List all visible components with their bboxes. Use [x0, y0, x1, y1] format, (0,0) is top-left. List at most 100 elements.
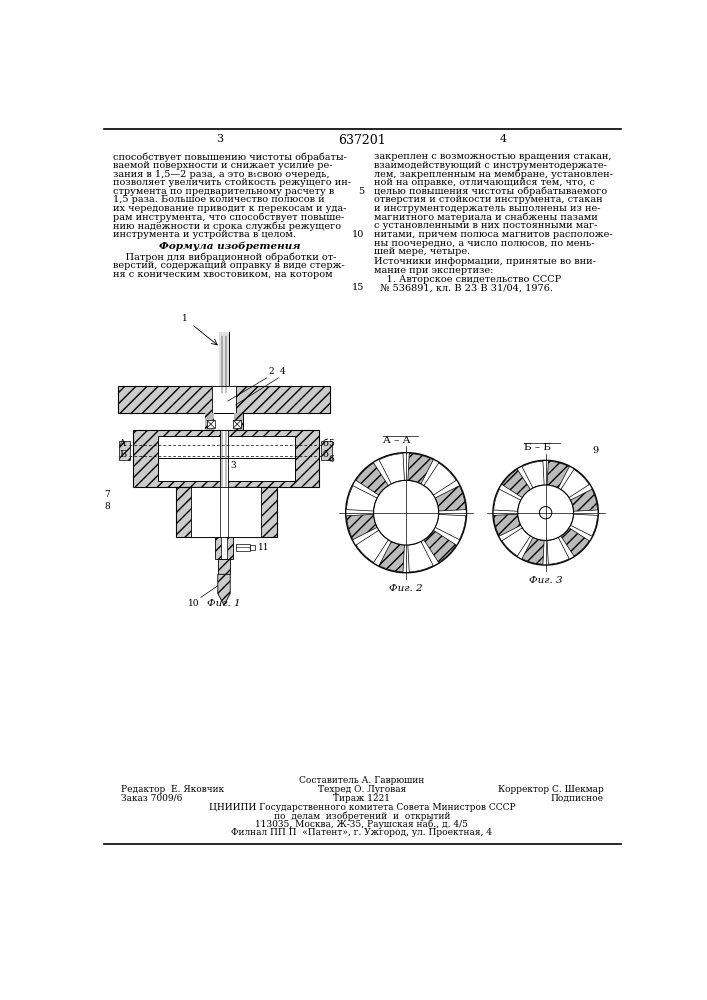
Text: Фиг. 3: Фиг. 3 [529, 576, 563, 585]
Text: Заказ 7009/6: Заказ 7009/6 [121, 794, 182, 803]
Text: 2: 2 [268, 367, 274, 376]
Circle shape [518, 485, 573, 540]
Text: ЦНИИПИ Государственного комитета Совета Министров СССР: ЦНИИПИ Государственного комитета Совета … [209, 803, 515, 812]
Text: б: б [322, 439, 328, 448]
Text: 11: 11 [258, 543, 269, 552]
Bar [221, 537, 227, 559]
Text: 1: 1 [182, 314, 187, 323]
Wedge shape [379, 453, 404, 484]
Text: 7: 7 [105, 490, 110, 499]
Text: А – А: А – А [383, 436, 410, 445]
Polygon shape [218, 574, 230, 605]
Wedge shape [571, 489, 597, 511]
Wedge shape [424, 530, 456, 562]
Wedge shape [346, 514, 377, 540]
Wedge shape [547, 537, 569, 564]
Bar [118, 386, 330, 413]
Text: шей мере, четыре.: шей мере, четыре. [373, 247, 470, 256]
Bar [134, 430, 320, 487]
Text: целью повышения чистоты обрабатываемого: целью повышения чистоты обрабатываемого [373, 187, 607, 196]
Text: верстий, содержащий оправку в виде стерж-: верстий, содержащий оправку в виде стерж… [113, 261, 345, 270]
Text: и инструментодержатель выполнены из не-: и инструментодержатель выполнены из не- [373, 204, 600, 213]
Text: 1. Авторское свидетельство СССР: 1. Авторское свидетельство СССР [373, 275, 561, 284]
Wedge shape [493, 514, 521, 536]
Text: 637201: 637201 [338, 134, 386, 147]
Bar [250, 545, 255, 550]
Circle shape [493, 460, 598, 565]
Bar [204, 413, 243, 430]
Text: нитами, причем полюса магнитов расположе-: нитами, причем полюса магнитов расположе… [373, 230, 612, 239]
Text: А: А [119, 439, 127, 448]
Wedge shape [408, 542, 433, 572]
Text: 4: 4 [499, 134, 506, 144]
Text: 8: 8 [105, 502, 110, 511]
Text: 6: 6 [329, 455, 334, 464]
Text: рам инструмента, что способствует повыше-: рам инструмента, что способствует повыше… [113, 213, 344, 222]
Bar [218, 332, 230, 397]
Wedge shape [379, 542, 404, 572]
Bar [218, 559, 230, 574]
Text: 5: 5 [329, 439, 334, 448]
Text: Б – Б: Б – Б [524, 443, 551, 452]
Text: б: б [322, 450, 328, 459]
Wedge shape [522, 537, 544, 564]
Circle shape [373, 480, 438, 545]
Bar [212, 386, 235, 413]
Wedge shape [502, 528, 530, 556]
Text: лем, закрепленным на мембране, установлен-: лем, закрепленным на мембране, установле… [373, 170, 612, 179]
Wedge shape [435, 514, 466, 540]
Wedge shape [547, 461, 569, 488]
Text: 3: 3 [216, 134, 223, 144]
Bar [321, 441, 332, 460]
Bar [119, 441, 130, 460]
Wedge shape [502, 469, 530, 498]
Text: 10: 10 [352, 230, 364, 239]
Text: ны поочередно, а число полюсов, по мень-: ны поочередно, а число полюсов, по мень- [373, 239, 594, 248]
Text: их чередование приводит к перекосам и уда-: их чередование приводит к перекосам и уд… [113, 204, 346, 213]
Text: ной на оправке, отличающийся тем, что, с: ной на оправке, отличающийся тем, что, с [373, 178, 595, 187]
Text: Редактор  Е. Яковчик: Редактор Е. Яковчик [121, 785, 224, 794]
Bar [236, 544, 250, 551]
Bar [212, 386, 235, 413]
Text: Составитель А. Гаврюшин: Составитель А. Гаврюшин [299, 776, 425, 785]
Bar [215, 537, 233, 559]
Wedge shape [346, 486, 377, 511]
Text: Подписное: Подписное [551, 794, 604, 803]
Wedge shape [522, 461, 544, 488]
Bar [220, 430, 228, 487]
Text: инструмента и устройства в целом.: инструмента и устройства в целом. [113, 230, 296, 239]
Wedge shape [356, 530, 388, 562]
Text: 15: 15 [352, 283, 364, 292]
Bar [192, 487, 261, 537]
Circle shape [346, 453, 467, 573]
Text: 9: 9 [592, 446, 598, 455]
Wedge shape [435, 486, 466, 511]
Text: магнитного материала и снабжены пазами: магнитного материала и снабжены пазами [373, 213, 597, 222]
Text: Филнал ПП П  «Патент», г. Ужгород, ул. Проектная, 4: Филнал ПП П «Патент», г. Ужгород, ул. Пр… [231, 828, 493, 837]
Bar [204, 413, 214, 430]
Text: ваемой поверхности и снижает усилие ре-: ваемой поверхности и снижает усилие ре- [113, 161, 333, 170]
Text: позволяет увеличить стойкость режущего ин-: позволяет увеличить стойкость режущего и… [113, 178, 351, 187]
Text: взаимодействующий с инструментодержате-: взаимодействующий с инструментодержате- [373, 161, 607, 170]
Text: 113035, Москва, Ж-35, Раушская наб., д. 4/5: 113035, Москва, Ж-35, Раушская наб., д. … [255, 820, 469, 829]
Text: № 536891, кл. В 23 В 31/04, 1976.: № 536891, кл. В 23 В 31/04, 1976. [373, 283, 553, 292]
Circle shape [539, 507, 552, 519]
Text: 5: 5 [358, 187, 364, 196]
Text: 1,5 раза. Большое количество полюсов и: 1,5 раза. Большое количество полюсов и [113, 195, 325, 204]
Text: нию надёжности и срока службы режущего: нию надёжности и срока службы режущего [113, 221, 341, 231]
Bar [176, 487, 276, 537]
Text: зания в 1,5—2 раза, а это в₁свою очередь,: зания в 1,5—2 раза, а это в₁свою очередь… [113, 170, 329, 179]
Text: 3: 3 [230, 461, 236, 470]
Bar [220, 487, 228, 537]
Text: мание при экспертизе:: мание при экспертизе: [373, 266, 493, 275]
Text: Техред О. Луговая: Техред О. Луговая [318, 785, 406, 794]
Wedge shape [356, 463, 388, 495]
Text: способствует повышению чистоты обрабаты-: способствует повышению чистоты обрабаты- [113, 152, 347, 162]
Text: Фиг. 2: Фиг. 2 [390, 584, 423, 593]
Wedge shape [571, 514, 597, 536]
Text: Патрон для вибрационной обработки от-: Патрон для вибрационной обработки от- [113, 253, 337, 262]
Bar [233, 420, 241, 428]
Wedge shape [561, 528, 589, 556]
Text: с установленными в них постоянными маг-: с установленными в них постоянными маг- [373, 221, 597, 230]
Text: Корректор С. Шекмар: Корректор С. Шекмар [498, 785, 604, 794]
